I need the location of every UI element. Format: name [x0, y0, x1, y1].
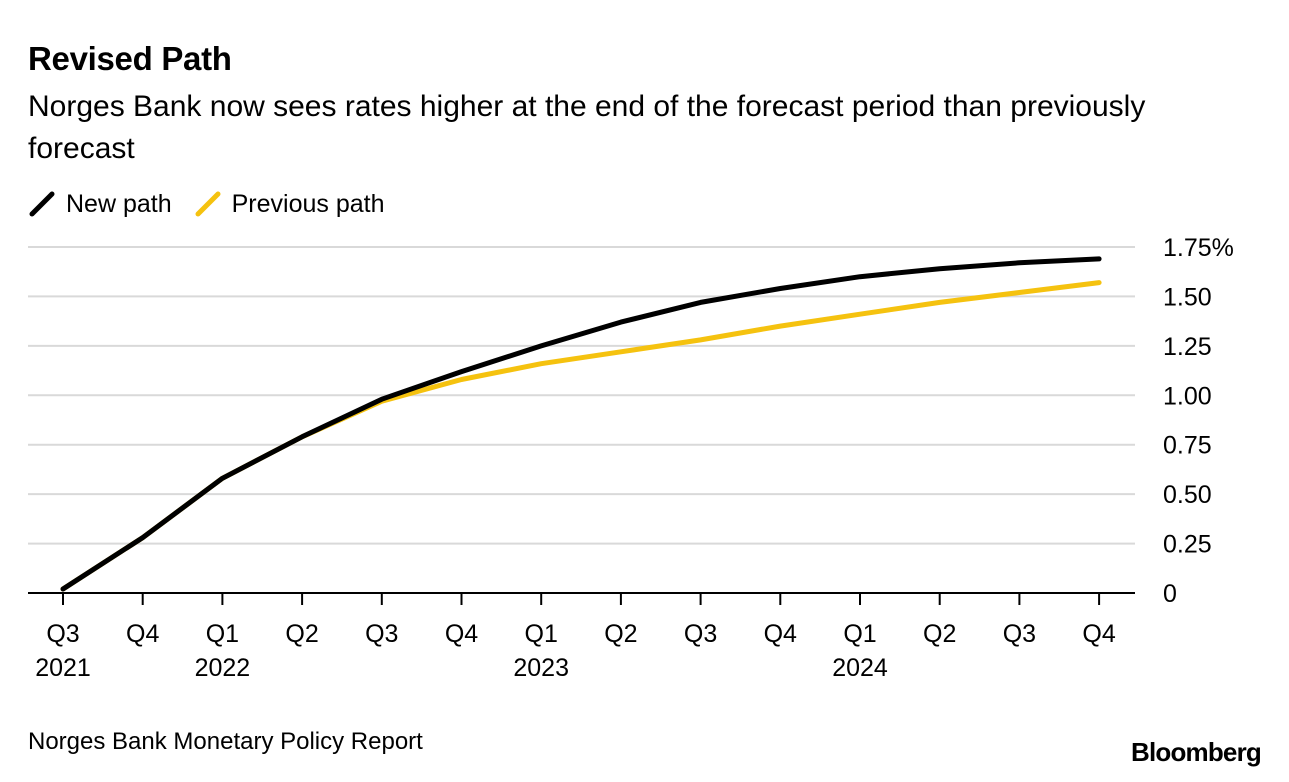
- y-tick-label: 0: [1163, 580, 1177, 608]
- legend-label-previous-path: Previous path: [231, 189, 385, 218]
- legend: New path Previous path: [28, 186, 407, 222]
- legend-item-previous-path: Previous path: [194, 190, 385, 219]
- legend-swatch-previous-path: [195, 191, 221, 217]
- x-year-label: 2021: [35, 654, 91, 682]
- x-tick-label: Q1: [206, 620, 239, 648]
- y-tick-label: 0.50: [1163, 481, 1212, 509]
- x-tick-label: Q2: [604, 620, 637, 648]
- x-year-label: 2024: [832, 654, 888, 682]
- x-tick-label: Q4: [1082, 620, 1115, 648]
- chart-subtitle: Norges Bank now sees rates higher at the…: [28, 90, 1146, 165]
- x-axis: [28, 592, 1135, 605]
- legend-swatch-new-path: [29, 191, 55, 217]
- x-tick-label: Q3: [46, 620, 79, 648]
- x-tick-label: Q2: [923, 620, 956, 648]
- x-tick-label: Q3: [684, 620, 717, 648]
- y-axis-labels: 0 0.25 0.50 0.75 1.00 1.25 1.50 1.75%: [1163, 234, 1234, 608]
- x-tick-label: Q3: [1003, 620, 1036, 648]
- x-year-label: 2023: [513, 654, 569, 682]
- y-tick-label: 1.75%: [1163, 234, 1234, 262]
- x-axis-labels: Q3 Q4 Q1 Q2 Q3 Q4 Q1 Q2 Q3 Q4 Q1 Q2 Q3 Q4 2021 2022 2023…: [35, 620, 1116, 682]
- legend-label-new-path: New path: [66, 189, 172, 218]
- series-line-new-path: [60, 256, 1102, 592]
- source-note: Norges Bank Monetary Policy Report: [28, 728, 423, 755]
- x-tick-label: Q4: [126, 620, 159, 648]
- x-tick-label: Q1: [843, 620, 876, 648]
- y-tick-label: 0.25: [1163, 531, 1212, 559]
- line-chart: 00.250.500.751.001.251.501.75% Q3 Q4 Q1 Q2 Q…: [28, 234, 1234, 682]
- x-tick-label: Q4: [445, 620, 478, 648]
- y-tick-label: 1.50: [1163, 283, 1212, 311]
- y-tick-label: 1.00: [1163, 382, 1212, 410]
- gridlines: [28, 246, 1135, 545]
- y-tick-label: 1.25: [1163, 333, 1212, 361]
- legend-item-new-path: New path: [28, 190, 172, 219]
- bloomberg-logo: Bloomberg: [1130, 737, 1262, 767]
- x-tick-label: Q3: [365, 620, 398, 648]
- x-tick-label: Q4: [764, 620, 797, 648]
- x-year-label: 2022: [195, 654, 251, 682]
- y-tick-label: 0.75: [1163, 432, 1212, 460]
- x-tick-label: Q1: [525, 620, 558, 648]
- series-lines: [60, 256, 1102, 592]
- x-tick-label: Q2: [285, 620, 318, 648]
- chart-title: Revised Path: [28, 40, 232, 77]
